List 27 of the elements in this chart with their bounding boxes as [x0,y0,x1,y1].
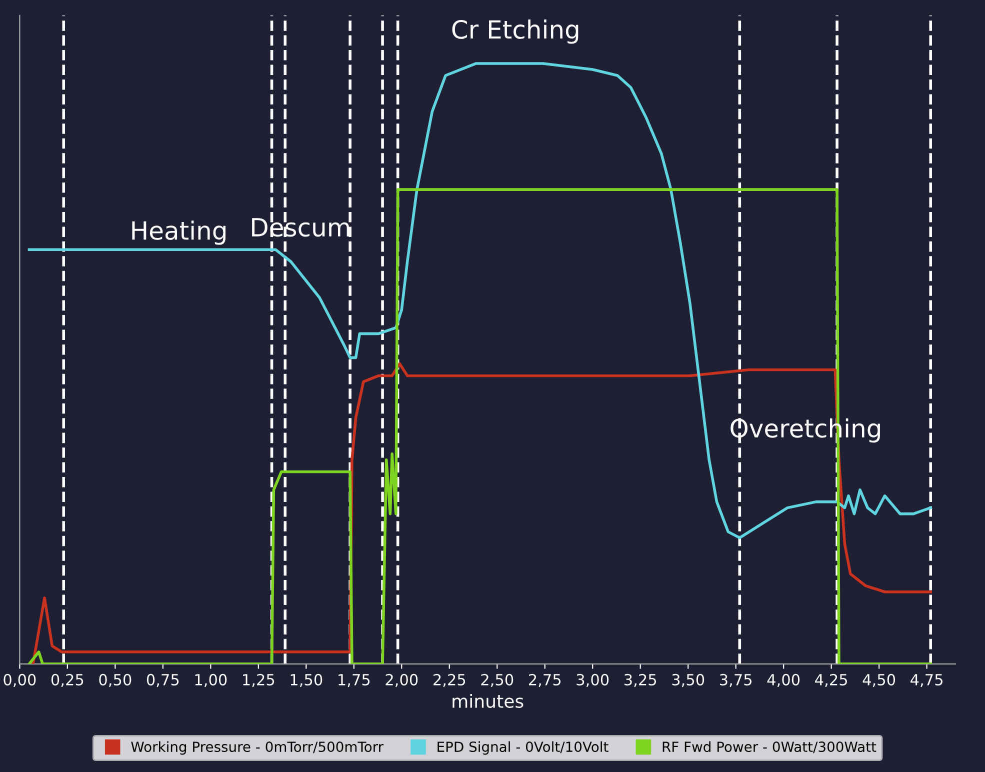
x-tick-label: 3,50 [672,674,704,688]
x-tick-label: 2,75 [528,674,561,688]
legend-label: RF Fwd Power - 0Watt/300Watt [662,741,876,754]
x-tick-label: 4,75 [910,674,942,688]
x-tick-label: 4,00 [767,674,800,688]
legend-label: EPD Signal - 0Volt/10Volt [438,741,608,755]
x-axis-title: minutes [452,694,524,708]
x-tick-label: 1,00 [195,674,227,688]
x-tick-label: 2,25 [433,674,466,688]
x-tick-label: 2,50 [481,674,514,688]
x-tick-label: 0,50 [99,674,132,688]
text: Cr Etching [452,20,578,44]
x-tick-label: 1,25 [243,674,274,688]
x-tick-label: 1,75 [338,674,370,688]
x-tick-label: 4,50 [862,674,896,688]
annotation: Heating [132,220,226,245]
x-tick-label: 0,25 [51,674,84,688]
x-tick-label: 1,50 [290,674,322,688]
legend-label: Working Pressure - 0mTorr/500mTorr [131,741,384,755]
x-tick-label: 3,25 [624,674,656,688]
annotation: Descum [252,218,350,237]
x-tick-label: 2,00 [386,674,418,688]
x-tick-label: 0,75 [146,674,179,688]
x-tick-label: 3,75 [720,674,752,688]
x-tick-label: 3,00 [576,674,609,688]
x-tick-label: 4,25 [815,674,847,688]
x-tick-label: 0,00 [4,674,36,688]
